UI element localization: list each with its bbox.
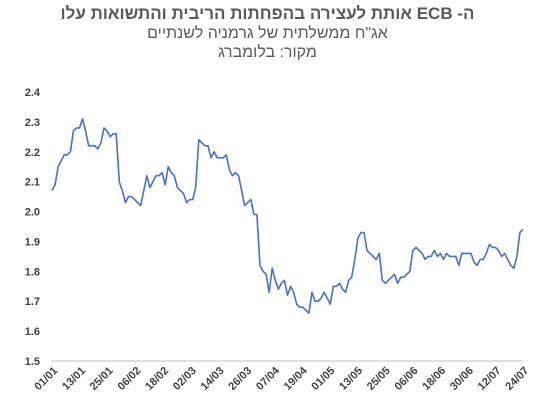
x-tick-label: 30/06 xyxy=(448,365,476,393)
x-tick-label: 14/03 xyxy=(199,365,227,393)
x-tick-label: 26/03 xyxy=(226,365,254,393)
chart-title: ה- ECB אותת לעצירה בהפחתות הריבית והתשוא… xyxy=(60,4,475,23)
x-tick-label: 01/01 xyxy=(32,365,60,393)
x-tick-label: 19/04 xyxy=(282,364,311,393)
y-tick-label: 2.1 xyxy=(25,177,40,189)
x-tick-label: 13/05 xyxy=(337,365,365,393)
y-tick-label: 2.0 xyxy=(25,207,40,219)
y-tick-label: 1.7 xyxy=(25,296,40,308)
x-tick-label: 06/06 xyxy=(393,365,421,393)
y-tick-label: 1.6 xyxy=(25,326,40,338)
x-tick-label: 01/05 xyxy=(309,365,337,393)
y-tick-label: 2.2 xyxy=(25,147,40,159)
x-tick-label: 06/02 xyxy=(116,365,144,393)
x-tick-label: 13/01 xyxy=(60,365,88,393)
y-tick-label: 2.3 xyxy=(25,117,40,129)
x-tick-label: 18/06 xyxy=(420,365,448,393)
chart-source: מקור: בלומברג xyxy=(218,44,317,61)
x-tick-label: 18/02 xyxy=(143,365,171,393)
y-tick-label: 1.9 xyxy=(25,236,40,248)
chart-titles: ה- ECB אותת לעצירה בהפחתות הריבית והתשוא… xyxy=(0,4,535,62)
x-tick-label: 24/07 xyxy=(503,365,531,393)
y-tick-label: 2.4 xyxy=(25,87,41,99)
chart-subtitle: אג"ח ממשלתית של גרמניה לשנתיים xyxy=(147,25,388,42)
y-tick-label: 1.8 xyxy=(25,266,40,278)
x-tick-label: 12/07 xyxy=(476,365,504,393)
series-line xyxy=(51,118,524,315)
x-tick-label: 25/01 xyxy=(88,365,116,393)
x-tick-label: 02/03 xyxy=(171,365,199,393)
x-tick-label: 25/05 xyxy=(365,365,393,393)
x-tick-label: 07/04 xyxy=(254,364,283,393)
y-tick-label: 1.5 xyxy=(25,356,40,368)
